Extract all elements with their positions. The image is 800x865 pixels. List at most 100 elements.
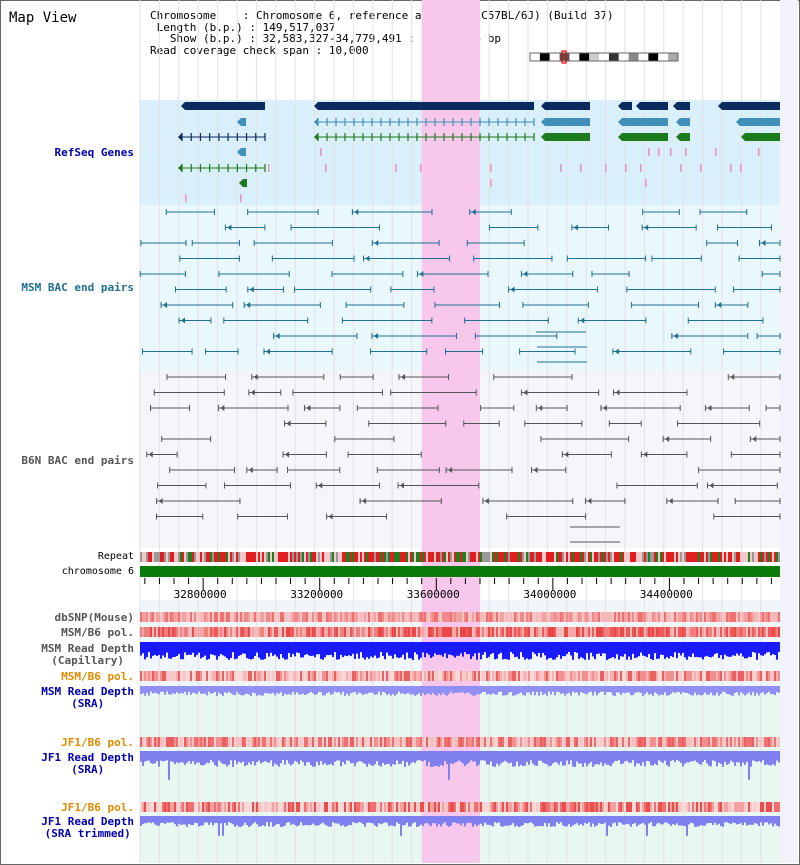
jf1-b6-pol-mark [658, 737, 660, 747]
b6n-bac-pair-arrow [399, 482, 404, 489]
repeat-mark [282, 552, 284, 562]
msm-depth-capillary-bar [382, 642, 384, 656]
jf1-b6-pol-mark [226, 737, 228, 747]
msm-depth-sra-bar [232, 686, 234, 695]
jf1-depth-sra-bar [340, 751, 342, 767]
jf1-b6-pol2-mark [398, 802, 400, 812]
jf1-b6-pol2-mark [478, 802, 480, 812]
jf1-depth-trimmed-bar [560, 816, 562, 823]
msm-b6-pol-mark [626, 627, 628, 637]
msm-depth-sra-bar [142, 686, 144, 694]
jf1-b6-pol2-mark [560, 802, 562, 812]
track-label-b6n-bac[interactable]: B6N BAC end pairs [21, 454, 134, 467]
jf1-b6-pol-mark [240, 737, 242, 747]
msm-b6-pol-mark [158, 627, 160, 637]
dbsnp-mark [614, 612, 616, 622]
jf1-depth-trim-line2: (SRA trimmed) [44, 827, 131, 840]
jf1-depth-sra-bar [344, 751, 346, 765]
track-label-msm-bac[interactable]: MSM BAC end pairs [21, 281, 134, 294]
dbsnp-mark [278, 612, 280, 622]
jf1-b6-pol-mark [650, 737, 652, 747]
dbsnp-mark [296, 612, 298, 622]
jf1-depth-trimmed-bar [498, 816, 500, 823]
msm-b6-pol2-mark [188, 671, 190, 681]
jf1-depth-sra-bar [700, 751, 702, 765]
jf1-depth-sra-bar [258, 751, 260, 761]
jf1-depth-sra-bar [742, 751, 744, 763]
repeat-mark [654, 552, 656, 562]
dbsnp-mark [240, 612, 242, 622]
msm-depth-capillary-bar [368, 642, 370, 659]
jf1-b6-pol2-mark [246, 802, 248, 812]
msm-depth-capillary-bar [200, 642, 202, 659]
jf1-depth-trimmed-bar [158, 816, 160, 826]
msm-depth-capillary-bar [442, 642, 444, 657]
jf1-b6-pol-mark [400, 737, 402, 747]
msm-b6-pol-mark [684, 627, 686, 637]
msm-depth-sra-bar [194, 686, 196, 694]
msm-b6-pol-mark [754, 627, 756, 637]
msm-b6-pol-mark [744, 627, 746, 637]
msm-depth-capillary-bar [646, 642, 648, 658]
msm-depth-sra-bar [698, 686, 700, 695]
jf1-b6-pol-mark [232, 737, 234, 747]
msm-depth-capillary-bar [580, 642, 582, 658]
msm-depth-capillary-bar [548, 642, 550, 659]
jf1-depth-trimmed-bar [572, 816, 574, 826]
jf1-b6-pol-mark [182, 737, 184, 747]
msm-b6-pol2-mark [740, 671, 742, 681]
msm-depth-capillary-bar [174, 642, 176, 657]
msm-depth-capillary-bar [564, 642, 566, 657]
msm-depth-sra-bar [214, 686, 216, 692]
jf1-depth-sra-bar [324, 751, 326, 764]
repeat-mark [426, 552, 428, 562]
jf1-depth-trimmed-bar [534, 816, 536, 827]
jf1-b6-pol2-mark [274, 802, 276, 812]
msm-b6-pol-mark [236, 627, 238, 637]
jf1-depth-trimmed-bar [274, 816, 276, 826]
msm-b6-pol2-mark [436, 671, 438, 681]
msm-depth-capillary-bar [262, 642, 264, 660]
jf1-depth-sra-bar [234, 751, 236, 761]
jf1-b6-pol2-mark [580, 802, 582, 812]
jf1-depth-trimmed-bar [174, 816, 176, 825]
track-label-refseq[interactable]: RefSeq Genes [54, 146, 134, 159]
jf1-depth-sra-bar [370, 751, 372, 766]
dbsnp-mark [542, 612, 544, 622]
jf1-b6-pol-mark [448, 737, 450, 747]
msm-depth-sra-bar [564, 686, 566, 696]
dbsnp-mark [150, 612, 152, 622]
jf1-depth-trimmed-bar [716, 816, 718, 826]
msm-b6-pol-mark [438, 627, 440, 637]
msm-depth-sra-bar [322, 686, 324, 696]
repeat-mark [460, 552, 462, 562]
jf1-b6-pol2-mark [258, 802, 260, 812]
msm-depth-sra-bar [320, 686, 322, 693]
jf1-b6-pol-mark [424, 737, 426, 747]
jf1-depth-sra-bar [624, 751, 626, 762]
refseq-gene [545, 133, 590, 141]
jf1-depth-trimmed-bar [430, 816, 432, 827]
jf1-depth-sra-bar [376, 751, 378, 762]
msm-b6-pol2-mark [292, 671, 294, 681]
dbsnp-mark [558, 612, 560, 622]
msm-b6-pol-mark [524, 627, 526, 637]
jf1-depth-sra-bar [174, 751, 176, 765]
msm-depth-capillary-bar [690, 642, 692, 658]
repeat-mark [644, 552, 646, 562]
msm-b6-pol-mark [578, 627, 580, 637]
repeat-mark [622, 552, 624, 562]
jf1-b6-pol-mark [140, 737, 142, 747]
repeat-mark [634, 552, 636, 562]
jf1-depth-trimmed-bar [312, 816, 314, 824]
msm-b6-pol2-mark [480, 671, 482, 681]
repeat-mark [274, 552, 276, 562]
msm-b6-pol2-mark [354, 671, 356, 681]
repeat-mark [290, 552, 292, 562]
msm-b6-pol2-mark [692, 671, 694, 681]
jf1-depth-sra-bar [558, 751, 560, 765]
jf1-b6-pol2-mark [534, 802, 536, 812]
jf1-depth-trimmed-bar [526, 816, 528, 824]
jf1-b6-pol2-mark [178, 802, 180, 812]
